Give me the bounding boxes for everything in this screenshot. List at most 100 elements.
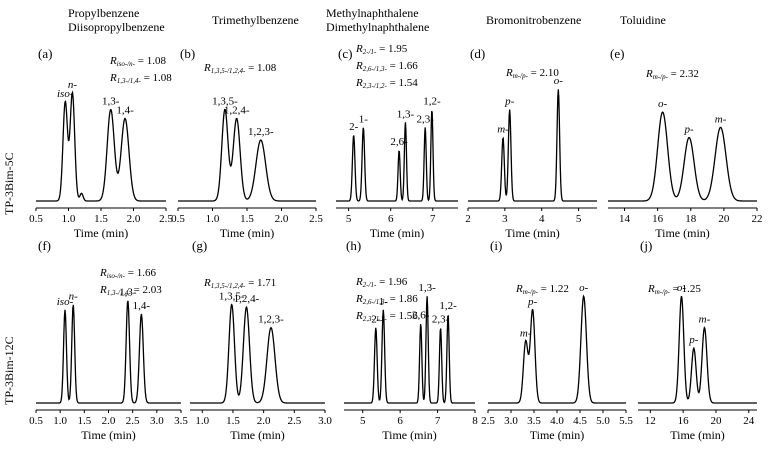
peak-label: m- bbox=[715, 113, 727, 125]
x-tick-label: 3.0 bbox=[504, 415, 518, 427]
x-axis-label: Time (min) bbox=[382, 428, 437, 442]
peak-label: m- bbox=[699, 314, 711, 326]
x-tick-label: 1.0 bbox=[206, 213, 220, 225]
peak-label: 1- bbox=[359, 113, 369, 125]
resolution-annotation: R2,6-/1,3- = 1.66 bbox=[355, 60, 418, 73]
x-tick-label: 3.5 bbox=[174, 415, 188, 427]
chart-panel: 0.5 1.0 1.5 2.0 2.5 Time (min) 1,3,5-1,2,4- 1,2… bbox=[171, 46, 323, 240]
x-tick-label: 22 bbox=[752, 213, 763, 225]
x-tick-label: 1.0 bbox=[195, 415, 209, 427]
x-tick-label: 4.5 bbox=[573, 415, 587, 427]
x-tick-label: 14 bbox=[619, 213, 631, 225]
x-axis-label: Time (min) bbox=[230, 428, 285, 442]
column-header-naphthalene: Methylnaphthalene Dimethylnaphthalene bbox=[326, 6, 429, 34]
peak-label: p- bbox=[504, 96, 515, 108]
chart-panel: 5 6 7 Time (min) 2-1- 2,6- 1,3- 2,3- 1,2- (c) R2-/… bbox=[336, 43, 458, 240]
column-header-toluidine: Toluidine bbox=[620, 13, 666, 27]
peak-label: 1,4- bbox=[133, 300, 151, 312]
x-axis-label: Time (min) bbox=[370, 226, 425, 240]
peak-label: o- bbox=[579, 282, 589, 294]
peak-label: p- bbox=[527, 296, 538, 308]
x-tick-label: 4.0 bbox=[550, 415, 564, 427]
column-header-line: Diisopropylbenzene bbox=[68, 20, 165, 34]
panel-label: (c) bbox=[338, 46, 352, 61]
resolution-annotation: R1,3-/1,4- = 2.03 bbox=[99, 284, 162, 297]
panel-label: (a) bbox=[38, 46, 52, 61]
panel-label: (f) bbox=[38, 238, 51, 253]
peak-label: p- bbox=[684, 124, 695, 136]
chromatogram-trace bbox=[608, 111, 757, 202]
x-tick-label: 1.0 bbox=[62, 213, 76, 225]
x-tick-label: 2.5 bbox=[481, 415, 495, 427]
peak-label: n- bbox=[69, 290, 79, 302]
peak-label: 1,3,5- bbox=[219, 290, 245, 302]
x-tick-label: 5 bbox=[346, 213, 352, 225]
panel-label: (i) bbox=[490, 238, 502, 253]
x-tick-label: 2.5 bbox=[126, 415, 140, 427]
peak-label: 1,2,4- bbox=[224, 104, 250, 116]
chart-panel: 5 6 7 8 Time (min) 2- 1- 2,6- 1,3- 2,3- 1,2- (h) R2-… bbox=[344, 238, 478, 442]
x-tick-label: 2.0 bbox=[275, 213, 289, 225]
peak-label: o- bbox=[554, 75, 564, 87]
column-header-trimethylbenzene: Trimethylbenzene bbox=[212, 13, 299, 27]
column-header-line: Trimethylbenzene bbox=[212, 13, 299, 27]
x-tick-label: 1.5 bbox=[226, 415, 240, 427]
chart-panel: 0.5 1.0 1.5 2.0 2.5 Time (min) iso-n- 1,3-1,4- (… bbox=[29, 46, 173, 240]
x-axis-label: Time (min) bbox=[505, 226, 560, 240]
peak-label: 1,3- bbox=[102, 96, 120, 108]
chart-panel: 14 16 18 20 22 Time (min) o-p-m- (e) Rm-/p- = 2.… bbox=[608, 46, 763, 240]
x-tick-label: 2.5 bbox=[159, 213, 173, 225]
peak-label: 1,2- bbox=[439, 300, 457, 312]
peak-label: 1,2,3- bbox=[248, 126, 274, 138]
x-tick-label: 6 bbox=[388, 213, 394, 225]
peak-label: 1,2,3- bbox=[258, 314, 284, 326]
x-axis-label: Time (min) bbox=[655, 226, 710, 240]
x-tick-label: 7 bbox=[435, 415, 441, 427]
peak-label: 1,2,4- bbox=[234, 293, 260, 305]
x-tick-label: 5 bbox=[360, 415, 366, 427]
panel-label: (d) bbox=[470, 46, 485, 61]
x-tick-label: 0.5 bbox=[29, 213, 43, 225]
resolution-annotation: R2-/1- = 1.96 bbox=[355, 276, 408, 289]
resolution-annotation: R1,3,5-/1,2,4- = 1.71 bbox=[203, 277, 276, 290]
chart-panel: 0.5 1.0 1.5 2.0 2.5 3.0 3.5 Time (min) iso-n- 1,3… bbox=[29, 238, 188, 442]
resolution-annotation: Rm-/p- = 1.22 bbox=[515, 283, 569, 296]
panel-label: (g) bbox=[192, 238, 207, 253]
x-tick-label: 0.5 bbox=[171, 213, 185, 225]
peak-label: 2- bbox=[349, 121, 359, 133]
x-tick-label: 1.0 bbox=[53, 415, 67, 427]
peak-label: o- bbox=[658, 98, 668, 110]
chromatogram-trace bbox=[178, 108, 316, 202]
peak-label: 2- bbox=[371, 314, 381, 326]
x-tick-label: 5.0 bbox=[596, 415, 610, 427]
peak-label: 1,3,5- bbox=[212, 96, 238, 108]
resolution-annotation: R2,6-/1,3- = 1.86 bbox=[355, 293, 418, 306]
peak-label: 2,3- bbox=[432, 314, 450, 326]
resolution-annotation: Rm-/p- = 1.25 bbox=[647, 283, 701, 296]
chromatogram-trace bbox=[36, 90, 166, 202]
x-tick-label: 1.5 bbox=[94, 213, 108, 225]
peak-label: o- bbox=[677, 282, 687, 294]
panel-label: (e) bbox=[610, 46, 624, 61]
chromatogram-trace bbox=[190, 303, 325, 404]
peak-label: 1,3- bbox=[119, 286, 137, 298]
peak-label: m- bbox=[497, 124, 509, 136]
peak-label: n- bbox=[68, 79, 78, 91]
resolution-annotation: R2,3-/1,2- = 1.54 bbox=[355, 77, 418, 90]
peak-label: p- bbox=[688, 334, 699, 346]
peak-label: 2,3- bbox=[416, 113, 434, 125]
peak-label: 1- bbox=[379, 296, 389, 308]
x-tick-label: 2.0 bbox=[257, 415, 271, 427]
x-tick-label: 5.5 bbox=[619, 415, 633, 427]
chart-panel: 2 3 4 5 Time (min) m-p-o- (d) Rm-/p- = 2.10 bbox=[465, 46, 597, 240]
x-tick-label: 20 bbox=[718, 213, 730, 225]
chromatogram-trace bbox=[36, 300, 181, 404]
x-axis-label: Time (min) bbox=[670, 428, 725, 442]
peak-label: 1,3- bbox=[397, 108, 415, 120]
x-tick-label: 16 bbox=[652, 213, 664, 225]
x-tick-label: 18 bbox=[685, 213, 697, 225]
resolution-annotation: R2,3-/1,2- = 1.56 bbox=[355, 310, 418, 323]
x-tick-label: 6 bbox=[397, 415, 403, 427]
peak-label: 2,6- bbox=[390, 136, 408, 148]
x-tick-label: 5 bbox=[576, 213, 582, 225]
